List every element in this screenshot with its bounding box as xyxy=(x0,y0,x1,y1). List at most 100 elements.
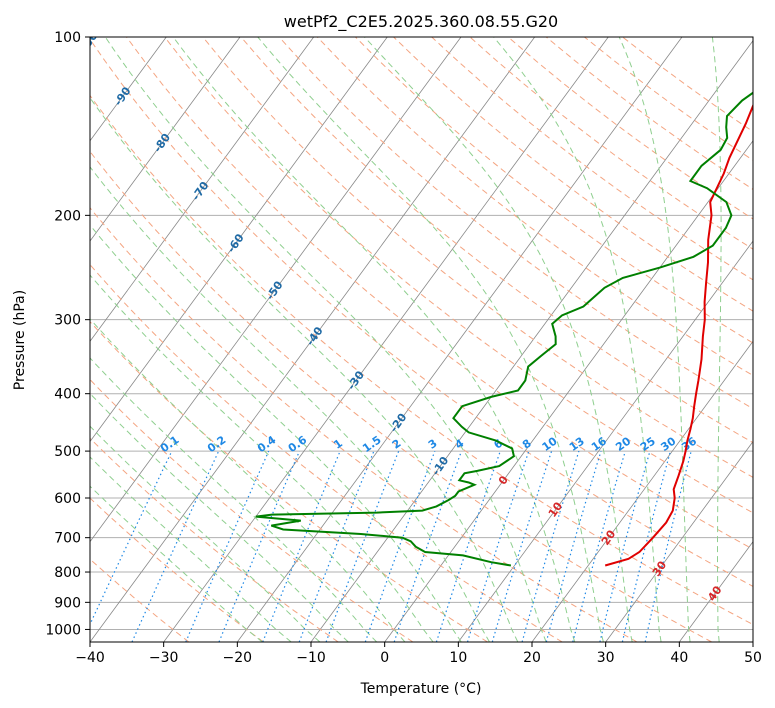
dry-adiabat-line xyxy=(90,38,753,587)
mixing-ratio-line xyxy=(364,450,436,642)
dry-adiabat-line xyxy=(355,37,753,344)
mixing-ratio-line xyxy=(621,450,671,642)
mixing-ratio-line xyxy=(325,450,400,642)
isotherm-line xyxy=(457,240,753,642)
dry-adiabat-line xyxy=(90,263,563,642)
x-tick-label: 10 xyxy=(449,650,467,666)
mixing-ratio-line xyxy=(185,450,270,642)
x-axis-ticks: −40 −30 −20 −10 0 10 20 30 40 50 xyxy=(75,642,762,666)
isotherm-line xyxy=(752,641,753,642)
isotherm-label: -80 xyxy=(151,131,173,155)
mixing-ratio-label: 2 xyxy=(390,437,404,452)
mixing-ratio-label: 0.4 xyxy=(255,433,279,455)
mixing-ratio-label: 4 xyxy=(453,437,467,452)
y-tick-label: 400 xyxy=(54,387,81,403)
mixing-ratio-label: 0.6 xyxy=(286,433,310,455)
x-tick-label: 20 xyxy=(523,650,541,666)
moist-adiabat-line xyxy=(104,37,547,642)
mixing-ratio-label: 3 xyxy=(426,437,440,452)
moist-adiabat-line xyxy=(90,357,378,642)
dry-adiabat-line xyxy=(90,497,264,642)
line-labels: 0.1 0.2 0.4 0.6 1 1.5 2 3 4 6 8 10 13 16 20 25 30 36-100-… xyxy=(90,37,725,604)
dewpoint-profile-line xyxy=(255,91,753,567)
mixing-ratio-line xyxy=(545,450,602,642)
dry-adiabat-line xyxy=(469,37,753,250)
moist-adiabat-line xyxy=(90,318,406,642)
isotherm-label: -50 xyxy=(264,278,286,302)
y-tick-label: 900 xyxy=(54,595,81,611)
dry-adiabat-line xyxy=(431,37,753,281)
isotherm-line xyxy=(90,37,315,343)
moist-adiabat-line xyxy=(618,37,691,642)
mixing-ratio-line xyxy=(435,450,501,642)
temperature-profile-line xyxy=(604,103,753,567)
plot-frame xyxy=(89,36,754,643)
y-tick-label: 800 xyxy=(54,565,81,581)
mixing-ratio-line xyxy=(521,450,580,642)
moist-adiabat-line xyxy=(493,37,662,642)
moist-adiabat-line xyxy=(257,37,604,642)
dry-adiabat-line xyxy=(278,37,753,410)
dry-adiabat-line xyxy=(90,378,414,642)
x-tick-label: 50 xyxy=(744,650,762,666)
y-axis-ticks: 100 200 300 400 500 600 700 800 900 1000 xyxy=(45,30,90,638)
mixing-ratio-line xyxy=(131,450,220,642)
mixing-ratio-line xyxy=(262,450,341,642)
dry-adiabat-line xyxy=(316,37,753,377)
dry-adiabat-line xyxy=(622,37,753,133)
mixing-ratio-line xyxy=(572,450,626,642)
moist-adiabat-line xyxy=(90,392,349,642)
x-tick-label: −10 xyxy=(296,650,326,666)
moist-adiabat-line xyxy=(364,37,633,642)
chart-title: wetPf2_C2E5.2025.360.08.55.G20 xyxy=(284,12,558,32)
dry-adiabat-line xyxy=(90,150,712,642)
isotherm-label: -60 xyxy=(225,231,247,255)
moist-adiabat-line xyxy=(90,456,292,642)
x-tick-label: 30 xyxy=(597,650,615,666)
x-tick-label: 0 xyxy=(380,650,389,666)
y-tick-label: 700 xyxy=(54,531,81,547)
isotherm-line xyxy=(531,340,753,642)
mixing-ratio-label: 0.1 xyxy=(158,433,181,455)
mixing-ratio-label: 1.5 xyxy=(360,433,383,455)
dry-adiabat-line xyxy=(90,94,753,626)
mixing-ratio-line xyxy=(393,450,463,642)
isotherm-line xyxy=(384,140,753,642)
dry-adiabat-line xyxy=(164,37,753,514)
moist-adiabat-line xyxy=(90,425,321,642)
isotherm-line xyxy=(163,37,609,642)
isotherm-label: -30 xyxy=(345,368,367,392)
moist-adiabat-line xyxy=(90,485,263,642)
isotherm-line xyxy=(90,37,536,642)
mixing-ratio-line xyxy=(644,450,692,642)
x-tick-label: −30 xyxy=(149,650,179,666)
x-tick-label: −20 xyxy=(223,650,253,666)
dry-adiabat-line xyxy=(90,321,488,642)
isotherm-label: -90 xyxy=(112,84,134,108)
isotherm-line xyxy=(236,37,683,642)
y-tick-label: 300 xyxy=(54,313,81,329)
profile-series xyxy=(255,91,753,567)
isotherm-line xyxy=(605,440,753,642)
mixing-ratio-line xyxy=(90,450,173,626)
y-tick-label: 1000 xyxy=(45,622,81,638)
isotherm-label: -20 xyxy=(387,411,409,435)
dry-adiabat-line xyxy=(90,437,339,642)
y-tick-label: 600 xyxy=(54,491,81,507)
x-axis-label: Temperature (°C) xyxy=(360,681,482,697)
moist-adiabat-line xyxy=(90,224,462,642)
isotherm-label: 20 xyxy=(599,527,619,547)
y-tick-label: 100 xyxy=(54,30,81,46)
dry-adiabat-line xyxy=(545,37,753,190)
dry-adiabat-line xyxy=(126,37,753,550)
mixing-ratio-line xyxy=(298,450,375,642)
mixing-ratio-line xyxy=(466,450,530,642)
mixing-ratio-line xyxy=(491,450,553,642)
isotherm-label: 40 xyxy=(705,583,725,603)
isotherm-label: -70 xyxy=(189,179,211,203)
background-lines xyxy=(90,37,753,642)
isotherm-label: 30 xyxy=(650,559,670,579)
isotherm-line xyxy=(90,37,388,443)
moist-adiabat-line xyxy=(711,37,722,642)
